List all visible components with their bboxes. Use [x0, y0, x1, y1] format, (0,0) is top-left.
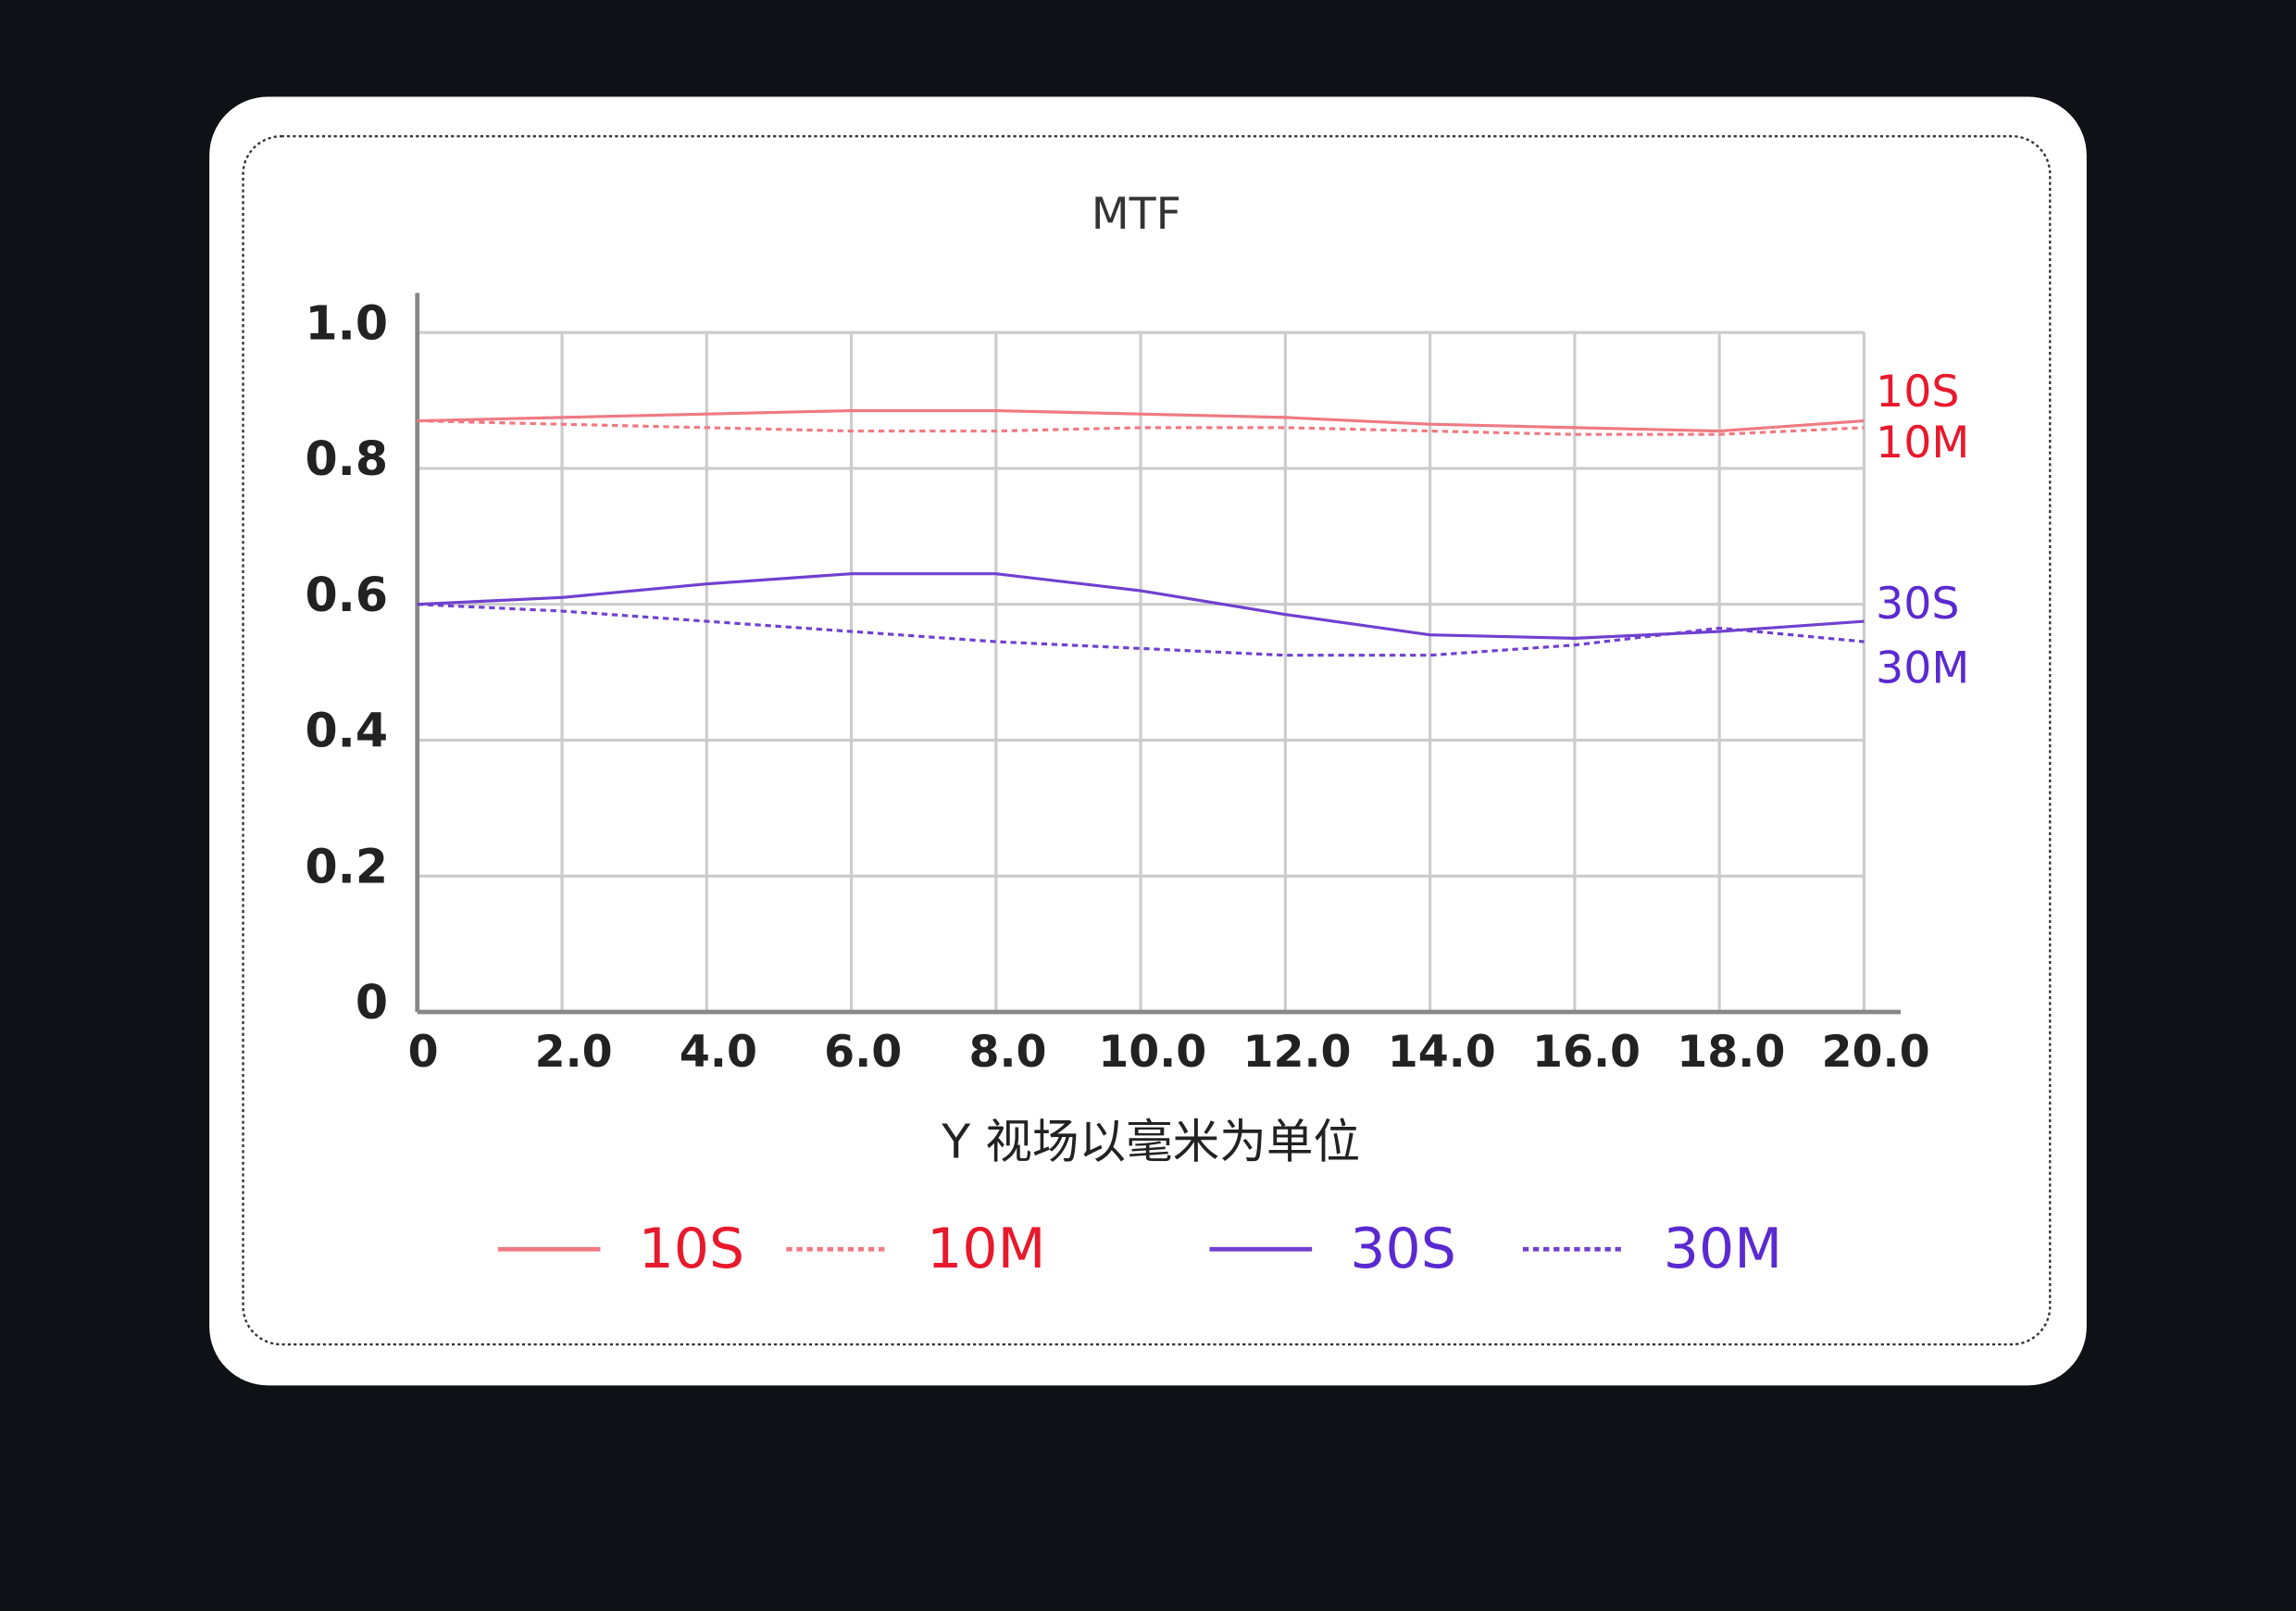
- x-tick-label: 6.0: [824, 1027, 902, 1078]
- x-axis-label: Y 视场以毫米为单位: [941, 1114, 1360, 1168]
- legend-label: 30S: [1350, 1217, 1456, 1281]
- x-tick-label: 20.0: [1822, 1027, 1930, 1078]
- series-line: [417, 603, 1865, 657]
- x-tick-label: 14.0: [1388, 1027, 1496, 1078]
- x-tick-label: 18.0: [1677, 1027, 1785, 1078]
- card-border: [242, 135, 2052, 1346]
- end-label: 30M: [1876, 643, 1969, 694]
- y-tick-label: 0.8: [305, 431, 388, 486]
- legend-label: 10M: [927, 1217, 1045, 1281]
- x-tick-label: 10.0: [1098, 1027, 1206, 1078]
- series-line: [417, 572, 1865, 640]
- y-tick-label: 0.6: [305, 568, 388, 622]
- end-label: 10M: [1876, 418, 1969, 468]
- y-tick-label: 0.2: [305, 839, 388, 893]
- y-tick-label: 0: [356, 975, 388, 1030]
- end-label: 10S: [1876, 367, 1959, 418]
- legend-label: 30M: [1664, 1217, 1782, 1281]
- legend-label: 10S: [639, 1217, 745, 1281]
- end-label: 30S: [1876, 579, 1959, 630]
- series-line: [417, 408, 1865, 433]
- x-tick-label: 16.0: [1532, 1027, 1641, 1078]
- x-tick-label: 8.0: [968, 1027, 1046, 1078]
- x-tick-label: 12.0: [1242, 1027, 1351, 1078]
- y-tick-label: 1.0: [305, 295, 388, 350]
- x-tick-label: 4.0: [680, 1027, 757, 1078]
- x-tick-label: 2.0: [535, 1027, 613, 1078]
- y-tick-label: 0.4: [305, 704, 388, 758]
- series-line: [417, 418, 1865, 436]
- chart-title: MTF: [1092, 189, 1181, 240]
- x-tick-label: 0: [408, 1027, 439, 1078]
